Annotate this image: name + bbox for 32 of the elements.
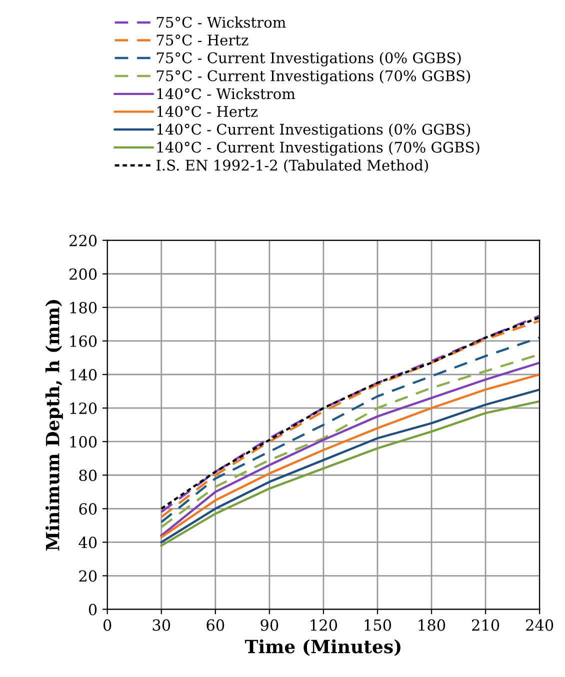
y-tick-label: 0 [88, 604, 97, 616]
legend-label: 75°C - Hertz [156, 34, 248, 46]
legend-label: 140°C - Current Investigations (70% GGBS) [157, 141, 480, 156]
x-tick-label: 210 [472, 619, 500, 631]
y-tick-label: 40 [78, 536, 97, 548]
x-tick-label: 0 [103, 619, 112, 631]
x-axis-title: Time (Minutes) [244, 639, 400, 656]
y-tick-label: 20 [79, 570, 97, 582]
x-tick-label: 240 [526, 619, 554, 631]
y-axis-title: Minimum Depth, h (mm) [45, 300, 63, 551]
y-tick-label: 140 [70, 368, 97, 381]
y-tick-label: 80 [79, 470, 97, 482]
y-tick-label: 200 [70, 268, 97, 280]
legend-label: 75°C - Current Investigations (0% GGBS) [156, 52, 461, 66]
y-tick-label: 180 [70, 302, 97, 314]
x-tick-label: 120 [310, 619, 338, 631]
y-tick-label: 160 [70, 335, 97, 347]
y-tick-label: 220 [70, 234, 97, 246]
y-tick-label: 60 [79, 503, 97, 515]
legend-label: 140°C - Wickstrom [157, 88, 296, 100]
x-tick-label: 90 [260, 619, 278, 631]
legend-label: 140°C - Hertz [157, 106, 258, 118]
x-tick-label: 180 [418, 619, 446, 631]
legend-label: 75°C - Current Investigations (70% GGBS) [156, 70, 470, 84]
x-tick-label: 60 [206, 619, 224, 631]
legend-label: 75°C - Wickstrom [156, 16, 286, 28]
legend-label: I.S. EN 1992-1-2 (Tabulated Method) [156, 159, 428, 173]
y-tick-label: 100 [70, 436, 97, 448]
legend-label: 140°C - Current Investigations (0% GGBS) [157, 123, 470, 138]
x-tick-label: 30 [152, 619, 170, 631]
x-tick-label: 150 [364, 619, 392, 631]
y-tick-label: 120 [70, 402, 97, 414]
